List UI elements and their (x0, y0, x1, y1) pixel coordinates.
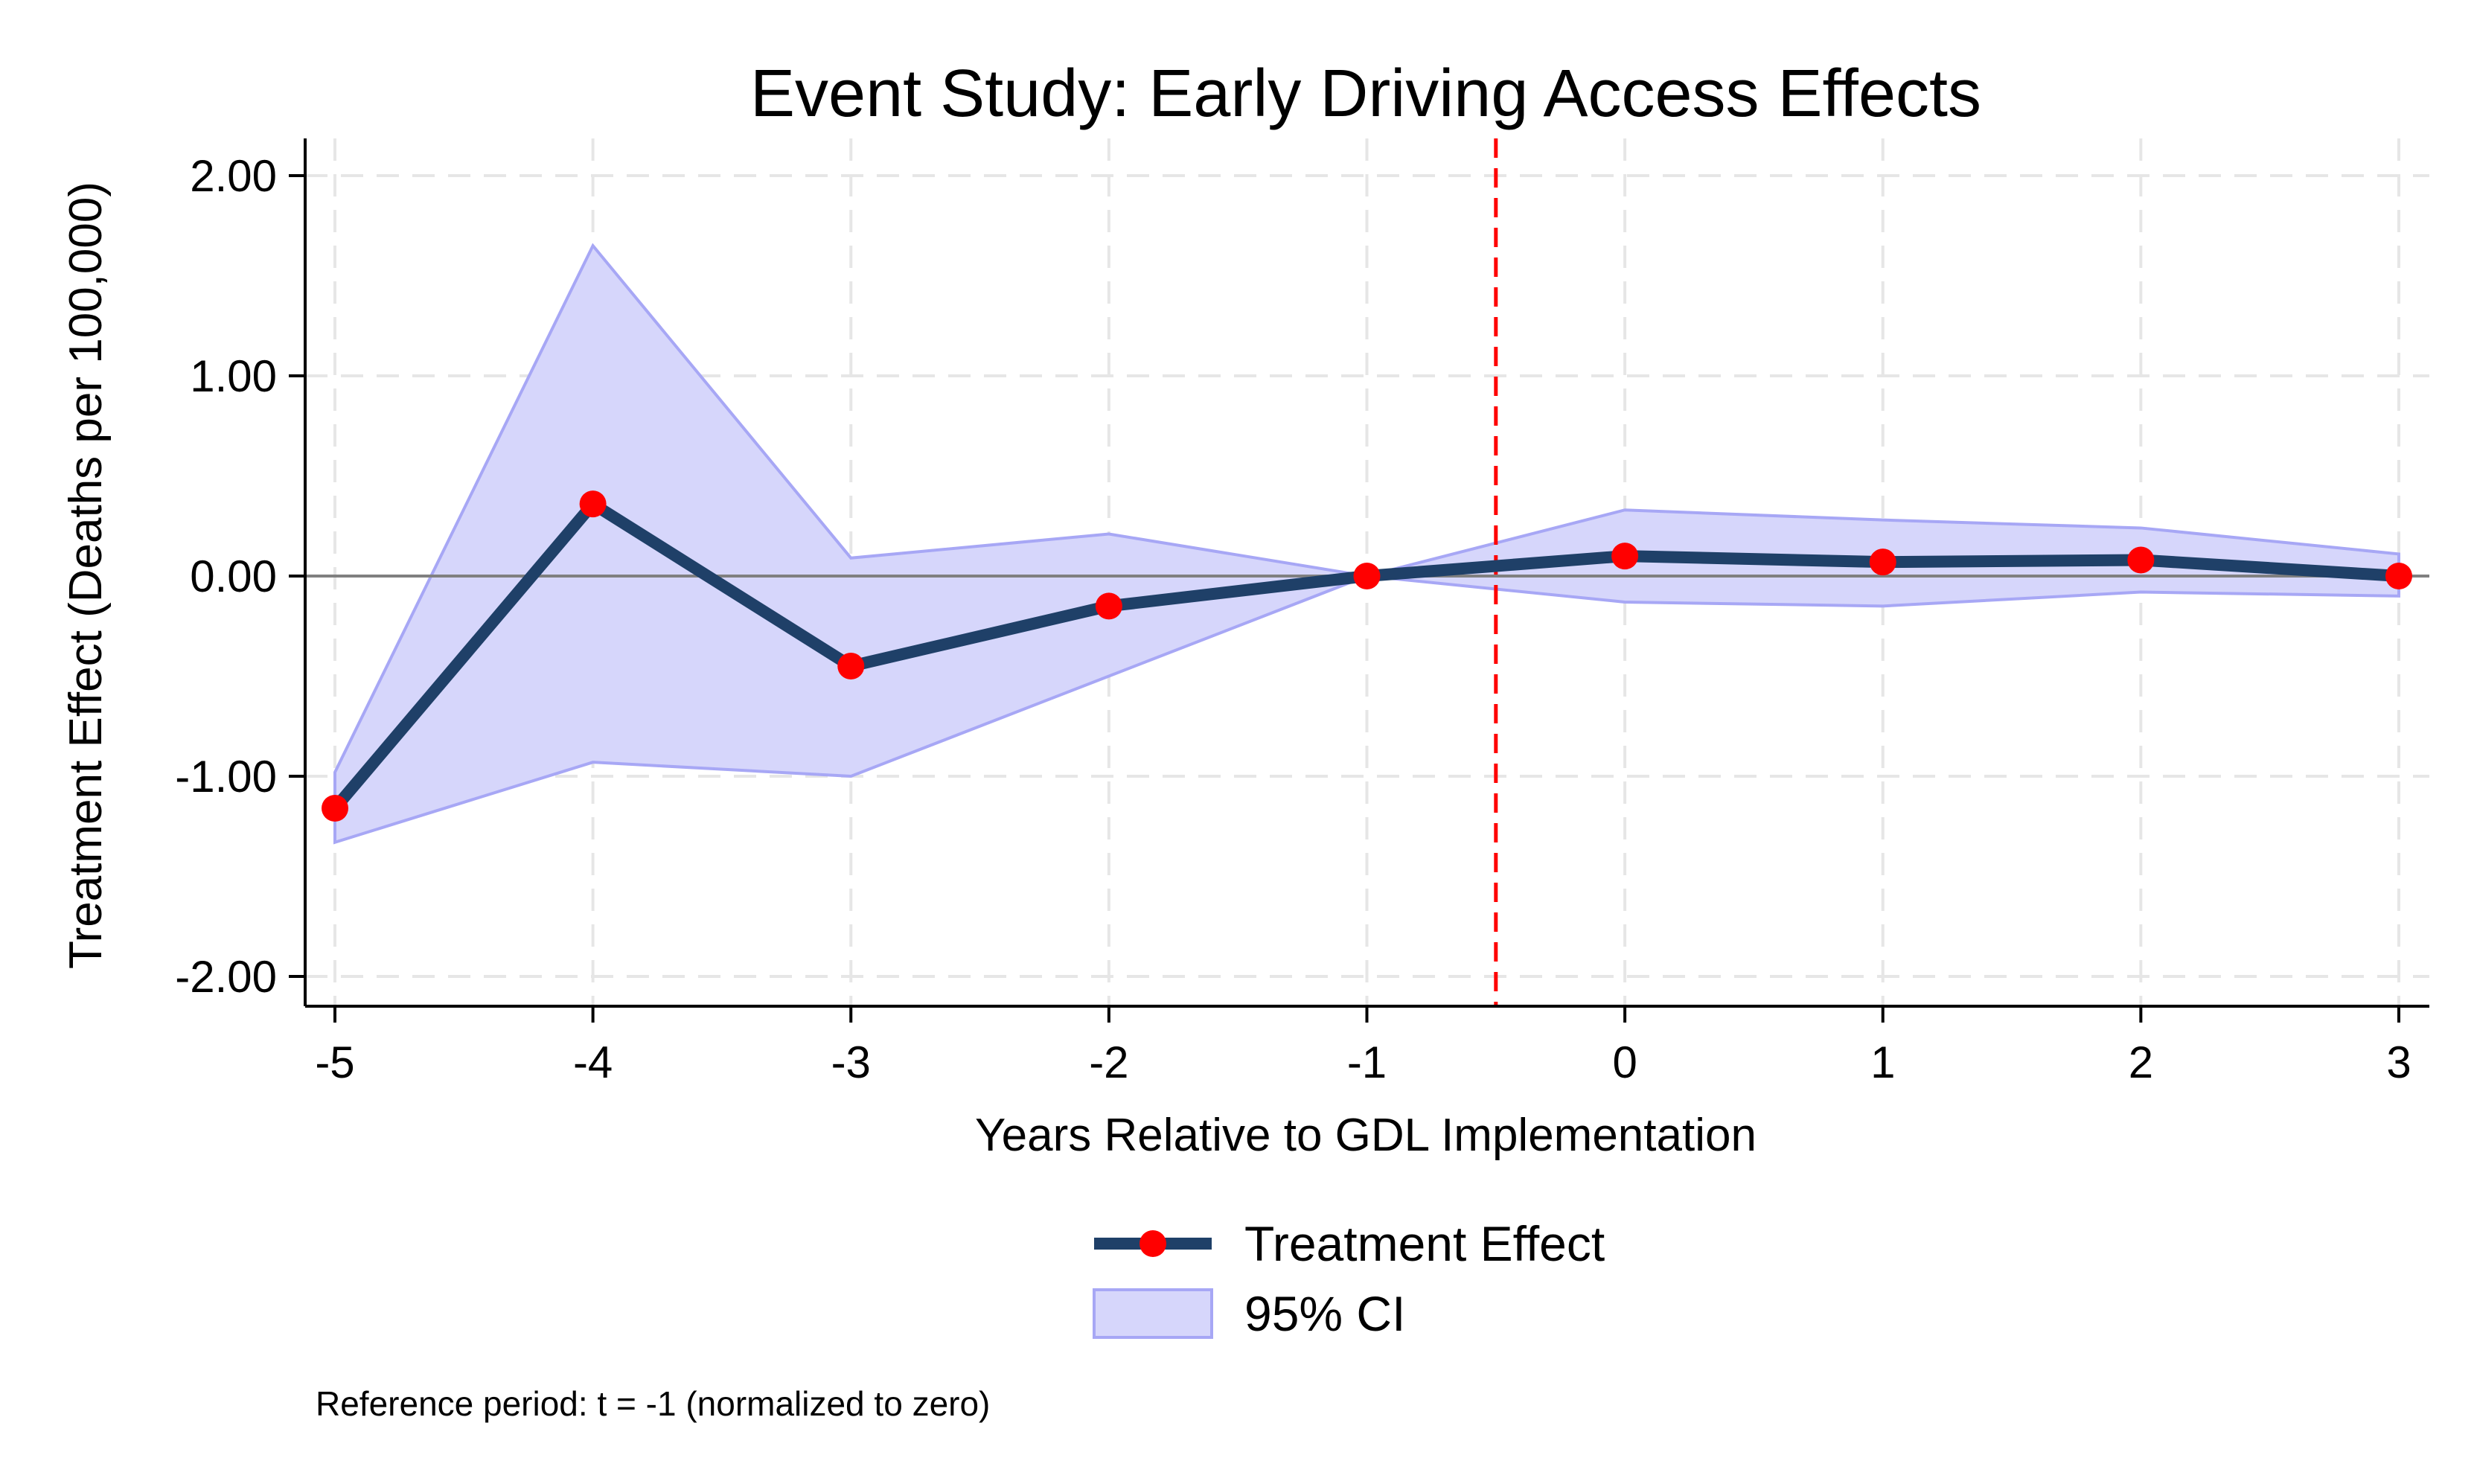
data-point (837, 653, 865, 680)
ci-band (333, 243, 2400, 845)
data-point (322, 795, 348, 822)
data-point (1353, 563, 1381, 589)
x-tick-label: 1 (1870, 1037, 1895, 1087)
x-tick-label: -3 (831, 1037, 871, 1087)
legend-label-ci: 95% CI (1244, 1286, 1405, 1341)
x-tick-label: -4 (573, 1037, 613, 1087)
x-tick-label: 0 (1612, 1037, 1637, 1087)
x-tick-label: 3 (2386, 1037, 2411, 1087)
data-point (1611, 543, 1639, 570)
x-tick-label: -5 (315, 1037, 354, 1087)
legend-item-ci: 95% CI (1093, 1286, 1405, 1341)
y-tick-label: 1.00 (190, 351, 277, 401)
x-axis-ticks: -5 -4 -3 -2 -1 0 1 2 3 (315, 1006, 2411, 1087)
data-point (1869, 548, 1896, 576)
legend-marker-swatch (1139, 1230, 1166, 1257)
legend-band-swatch (1093, 1288, 1213, 1339)
x-tick-label: -2 (1089, 1037, 1128, 1087)
data-point (2127, 546, 2155, 574)
y-tick-label: 2.00 (190, 151, 277, 201)
legend: Treatment Effect 95% CI (1093, 1216, 1605, 1341)
treatment-effect-markers (322, 490, 2412, 822)
y-axis-ticks: 2.00 1.00 0.00 -1.00 -2.00 (175, 151, 305, 1002)
data-point (1095, 592, 1122, 620)
legend-item-treatment-effect: Treatment Effect (1094, 1216, 1605, 1271)
data-point (579, 490, 607, 518)
chart-note: Reference period: t = -1 (normalized to … (316, 1384, 990, 1423)
x-tick-label: 2 (2129, 1037, 2153, 1087)
y-tick-label: -1.00 (175, 752, 277, 802)
y-tick-label: -2.00 (175, 952, 277, 1002)
x-tick-label: -1 (1347, 1037, 1387, 1087)
data-point (2385, 563, 2412, 589)
y-axis-label: Treatment Effect (Deaths per 100,000) (60, 182, 112, 969)
y-tick-label: 0.00 (190, 551, 277, 601)
chart-title: Event Study: Early Driving Access Effect… (750, 57, 1981, 131)
x-axis-label: Years Relative to GDL Implementation (975, 1110, 1757, 1161)
legend-label-treatment-effect: Treatment Effect (1244, 1216, 1605, 1271)
